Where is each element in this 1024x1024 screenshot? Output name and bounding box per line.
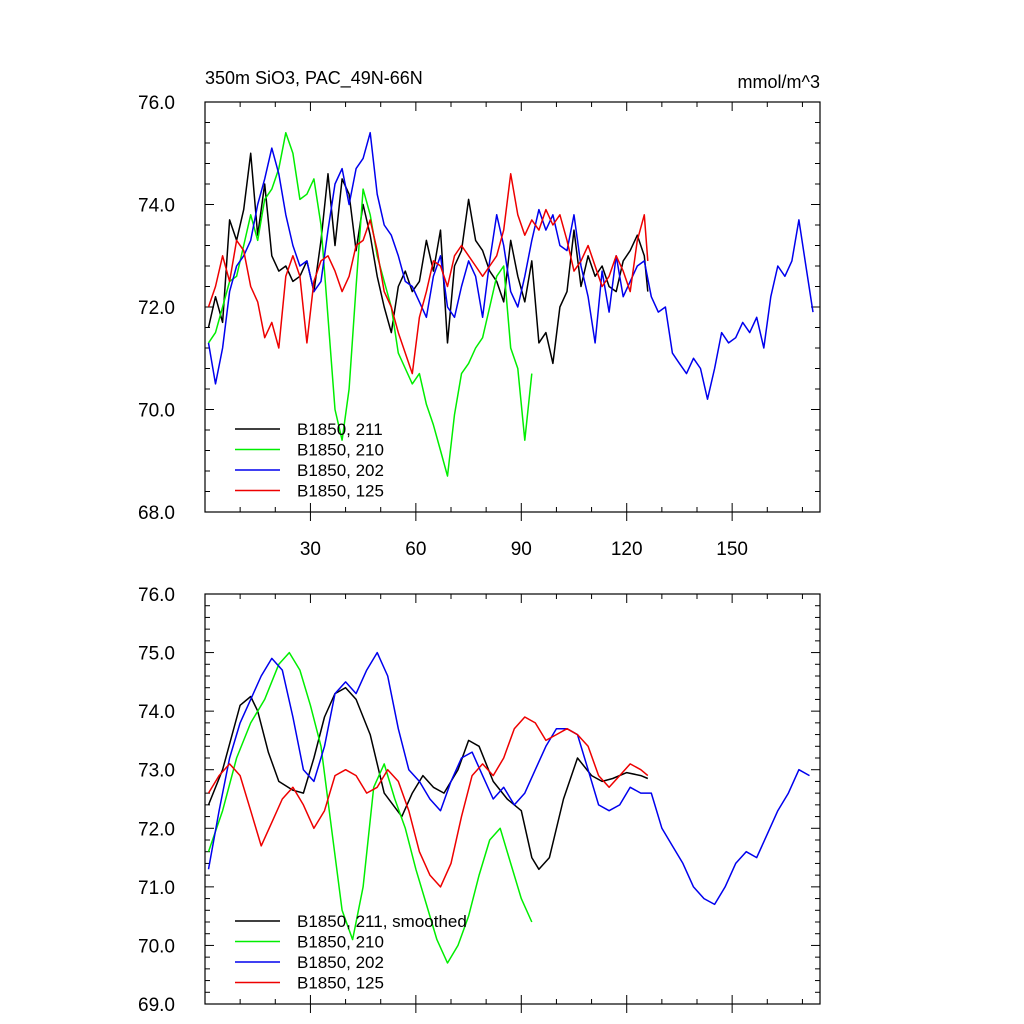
top-legend-label: B1850, 202 (297, 461, 384, 480)
top-xtick-label: 90 (511, 539, 532, 560)
bottom-series-line-1 (207, 686, 649, 871)
top-xtick-label: 120 (611, 539, 643, 560)
top-legend-label: B1850, 210 (297, 441, 384, 460)
bottom-series-line-3 (207, 651, 810, 906)
bottom-legend-label: B1850, 211, smoothed (297, 912, 467, 931)
top-xtick-label: 30 (300, 539, 321, 560)
bottom-panel-frame (204, 593, 821, 1005)
top-ytick-label: 76.0 (138, 93, 175, 114)
top-series-line-3 (207, 131, 814, 400)
bottom-legend-label: B1850, 125 (297, 974, 384, 993)
top-xtick-label: 60 (405, 539, 426, 560)
top-ytick-label: 68.0 (138, 503, 175, 524)
top-series-line-4 (207, 173, 649, 375)
top-panel: 350m SiO3, PAC_49N-66N mmol/m^3 68.0 70.0… (138, 68, 821, 560)
bottom-ytick-label: 71.0 (138, 878, 175, 899)
bottom-ytick-label: 70.0 (138, 936, 175, 957)
top-ytick-label: 74.0 (138, 196, 175, 217)
bottom-ytick-label: 75.0 (138, 644, 175, 665)
bottom-panel: 69.0 70.0 71.0 72.0 73.0 74.0 75.0 76.0 B1850, 2… (138, 585, 821, 1016)
bottom-ytick-label: 69.0 (138, 995, 175, 1016)
bottom-ytick-label: 76.0 (138, 585, 175, 606)
top-legend-label: B1850, 125 (297, 482, 384, 501)
bottom-series-line-4 (207, 716, 649, 888)
top-series-line-2 (207, 131, 533, 477)
bottom-legend-label: B1850, 202 (297, 953, 384, 972)
top-legend-label: B1850, 211 (297, 420, 383, 439)
top-panel-units-label: mmol/m^3 (738, 72, 820, 92)
top-ytick-label: 72.0 (138, 298, 175, 319)
bottom-series-line-2 (207, 651, 533, 964)
top-panel-title-left: 350m SiO3, PAC_49N-66N (205, 68, 423, 89)
top-series-line-1 (207, 152, 649, 365)
bottom-ytick-label: 72.0 (138, 819, 175, 840)
bottom-ytick-label: 73.0 (138, 761, 175, 782)
bottom-legend-label: B1850, 210 (297, 933, 384, 952)
bottom-ytick-label: 74.0 (138, 702, 175, 723)
top-xtick-label: 150 (716, 539, 748, 560)
top-ytick-label: 70.0 (138, 401, 175, 422)
